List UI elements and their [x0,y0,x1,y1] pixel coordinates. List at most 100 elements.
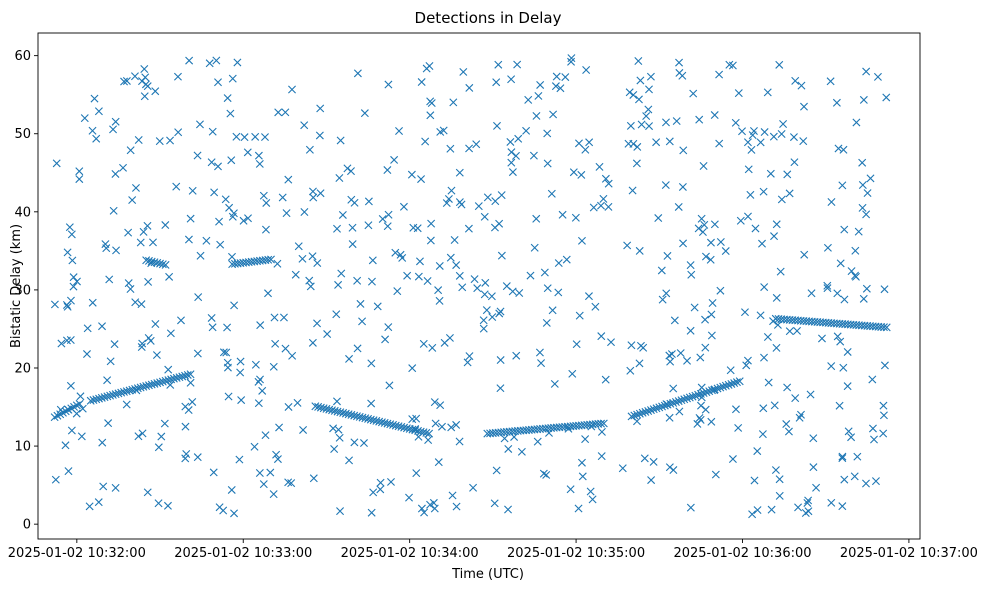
clutter-detection-point [426,236,435,245]
clutter-detection-point [356,299,365,308]
clutter-detection-point [571,213,580,222]
clutter-detection-point [707,331,716,340]
clutter-detection-point [562,255,571,264]
clutter-detection-point [208,323,217,332]
clutter-detection-point [336,507,345,516]
clutter-detection-point [94,107,103,116]
clutter-detection-point [271,339,280,348]
track-detection-point [264,255,273,264]
track-detection-point [694,390,703,399]
clutter-detection-point [411,425,420,434]
clutter-detection-point [710,111,719,120]
clutter-detection-point [669,466,678,475]
clutter-detection-point [254,151,263,160]
y-tick-label: 0 [23,518,31,533]
clutter-detection-point [748,131,757,140]
clutter-detection-point [469,483,478,492]
clutter-detection-point [574,504,583,513]
clutter-detection-point [151,87,160,96]
x-tick-label: 2025-01-02 10:34:00 [341,546,479,561]
track-detection-point [691,391,700,400]
clutter-detection-point [463,358,472,367]
clutter-detection-point [284,175,293,184]
clutter-detection-point [535,348,544,357]
clutter-detection-point [533,437,542,446]
clutter-detection-point [699,162,708,170]
clutter-detection-point [548,306,557,315]
clutter-detection-point [425,62,434,71]
plot-frame [37,32,921,540]
clutter-detection-point [251,360,260,369]
clutter-detection-point [658,295,667,304]
clutter-detection-point [862,284,871,293]
clutter-detection-point [736,216,745,225]
clutter-detection-point [716,238,725,246]
clutter-detection-point [85,502,94,511]
clutter-detection-point [766,169,775,178]
clutter-detection-point [442,199,451,208]
x-tick-label: 2025-01-02 10:36:00 [673,546,811,561]
clutter-detection-point [166,329,175,338]
clutter-detection-point [399,202,408,211]
clutter-detection-point [214,78,222,87]
track-detection-point [707,386,716,395]
track-detection-point [685,393,694,402]
clutter-detection-point [185,56,194,65]
clutter-detection-point [728,455,737,464]
clutter-detection-point [420,508,429,517]
clutter-detection-point [589,203,598,212]
clutter-detection-point [57,339,66,348]
clutter-detection-point [879,411,888,420]
clutter-detection-point [537,359,546,368]
clutter-detection-point [852,118,861,127]
clutter-detection-point [124,279,133,288]
clutter-detection-point [483,193,492,202]
clutter-detection-point [270,313,279,322]
clutter-detection-point [506,137,515,146]
clutter-detection-point [544,428,553,437]
clutter-detection-point [287,479,296,488]
track-detection-point [727,379,736,388]
clutter-detection-point [517,447,526,456]
clutter-detection-point [838,502,847,511]
clutter-detection-point [577,170,586,179]
clutter-detection-point [126,146,135,155]
clutter-detection-point [607,338,616,347]
clutter-detection-point [760,283,769,292]
clutter-detection-point [495,309,504,318]
clutter-detection-point [163,501,172,510]
clutter-detection-point [348,223,357,232]
clutter-detection-point [683,356,692,365]
clutter-detection-point [261,133,269,142]
track-detection-point [705,387,714,396]
clutter-detection-point [588,495,597,504]
clutter-detection-point [497,191,506,200]
clutter-detection-point [784,427,793,436]
clutter-detection-point [758,239,766,248]
clutter-detection-point [383,166,392,175]
clutter-detection-point [99,482,108,491]
clutter-detection-point [758,430,767,439]
clutter-detection-point [836,337,845,346]
clutter-detection-point [364,197,373,206]
clutter-detection-point [228,74,237,83]
clutter-detection-point [452,502,461,511]
clutter-detection-point [775,60,784,69]
clutter-detection-point [847,433,856,442]
data-points [50,54,891,519]
track-detection-point [671,397,680,406]
clutter-detection-point [347,167,355,176]
clutter-detection-point [333,224,341,233]
clutter-detection-point [746,190,755,199]
clutter-detection-point [348,240,357,249]
clutter-detection-point [334,425,343,434]
clutter-detection-point [879,401,888,410]
clutter-detection-point [663,251,672,260]
clutter-detection-point [146,336,155,345]
clutter-detection-point [697,214,706,223]
clutter-detection-point [75,167,84,176]
clutter-detection-point [216,240,225,249]
clutter-detection-point [763,88,772,97]
clutter-detection-point [131,183,140,192]
track-detection-point [879,323,888,332]
